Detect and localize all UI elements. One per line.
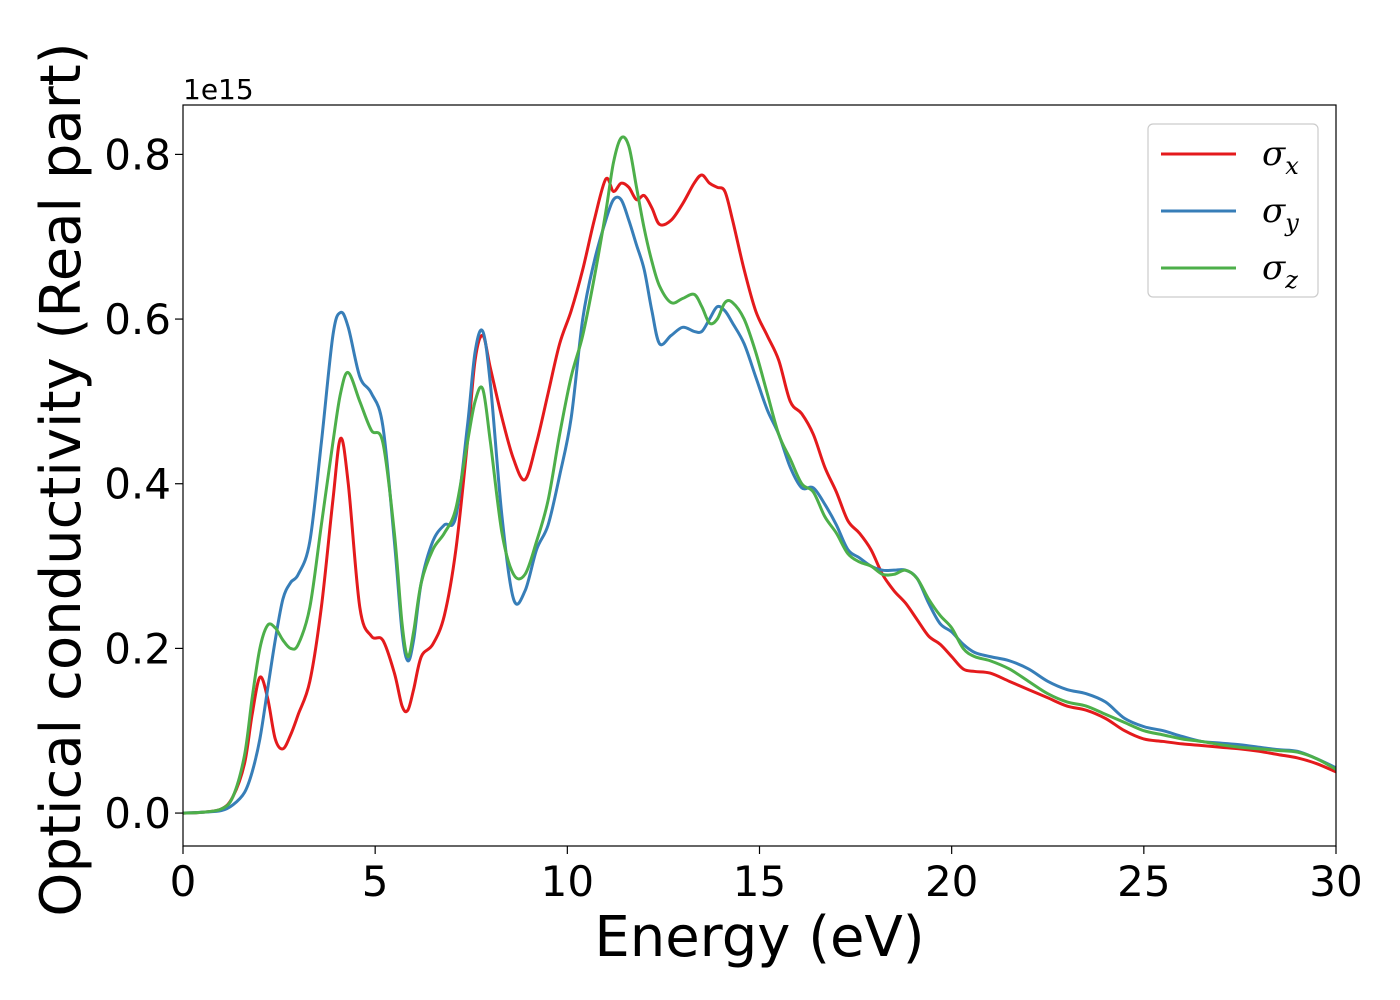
- series-line-y: [183, 195, 1336, 815]
- y-tick-label: 0.0: [104, 789, 171, 838]
- y-tick-label: 0.8: [104, 130, 171, 179]
- y-tick-label: 0.4: [104, 460, 171, 509]
- legend-subscript: z: [1284, 266, 1298, 294]
- x-axis: 0 5 10 15 20 25 30: [170, 846, 1363, 906]
- x-tick-label: 30: [1309, 857, 1362, 906]
- y-axis: 0.0 0.2 0.4 0.6 0.8: [104, 130, 183, 838]
- x-tick-label: 15: [733, 857, 786, 906]
- legend-symbol: σ: [1262, 191, 1286, 231]
- y-axis-offset-label: 1e15: [183, 73, 254, 106]
- x-tick-label: 20: [925, 857, 978, 906]
- y-tick-label: 0.6: [104, 295, 171, 344]
- x-tick-label: 5: [362, 857, 389, 906]
- y-tick-label: 0.2: [104, 624, 171, 673]
- legend-symbol: σ: [1262, 248, 1286, 288]
- legend-label-x: σx: [1262, 134, 1299, 180]
- series-line-x: [183, 173, 1336, 815]
- legend-label-y: σy: [1262, 191, 1299, 237]
- series-layer: [183, 135, 1336, 815]
- y-axis-label: Optical conductivity (Real part): [29, 42, 94, 916]
- legend-subscript: x: [1285, 152, 1299, 180]
- series-line-z: [183, 135, 1336, 815]
- legend-symbol: σ: [1262, 134, 1286, 174]
- x-axis-label: Energy (eV): [594, 905, 924, 970]
- legend-subscript: y: [1284, 209, 1299, 237]
- legend-label-z: σz: [1262, 248, 1298, 294]
- x-tick-label: 10: [541, 857, 594, 906]
- x-tick-label: 25: [1117, 857, 1170, 906]
- x-tick-label: 0: [170, 857, 197, 906]
